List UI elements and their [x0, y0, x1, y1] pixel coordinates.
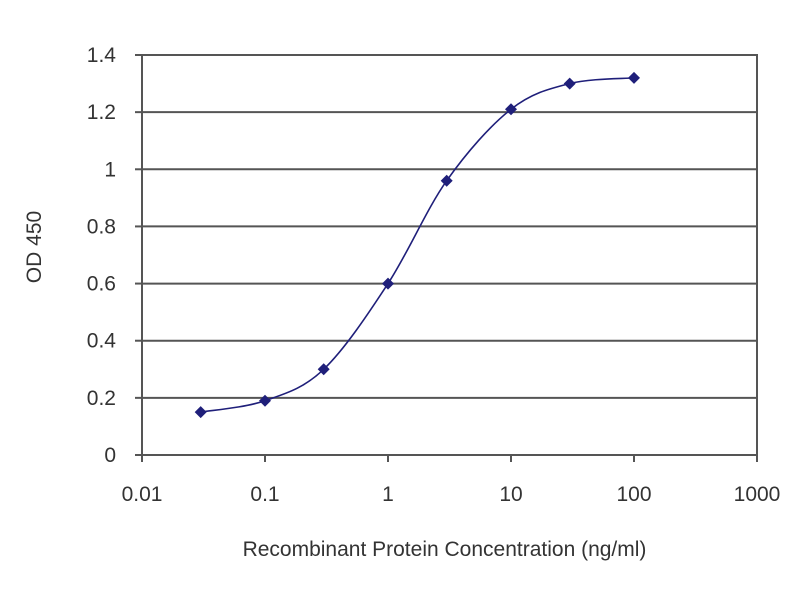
plot-area: [141, 54, 758, 456]
x-tick-label-5: 1000: [734, 483, 781, 506]
x-axis-title: Recombinant Protein Concentration (ng/ml…: [243, 538, 647, 561]
y-axis-ticks: 0 0.2 0.4 0.6 0.8 1 1.2 1.4: [87, 44, 142, 467]
data-point-3: [382, 277, 394, 290]
data-point-1: [259, 394, 271, 407]
y-tick-label-4: 0.8: [87, 215, 116, 238]
x-tick-label-0: 0.01: [122, 483, 163, 506]
x-tick-label-4: 100: [616, 483, 651, 506]
y-tick-label-2: 0.4: [87, 330, 117, 353]
y-tick-label-7: 1.4: [87, 44, 117, 67]
x-tick-label-1: 0.1: [250, 483, 279, 506]
grid-lines: [142, 111, 757, 399]
data-point-6: [563, 77, 576, 90]
y-tick-label-0: 0: [104, 444, 116, 467]
fit-curve: [200, 77, 635, 413]
y-tick-label-5: 1: [104, 158, 116, 181]
data-point-2: [317, 363, 330, 376]
data-points: [194, 71, 640, 419]
y-tick-label-6: 1.2: [87, 101, 116, 124]
y-tick-label-3: 0.6: [87, 273, 116, 296]
x-tick-label-2: 1: [382, 483, 394, 506]
y-axis-title: OD 450: [23, 211, 46, 283]
data-point-7: [628, 71, 640, 84]
data-point-5: [505, 103, 517, 116]
x-tick-label-3: 10: [499, 483, 522, 506]
data-point-0: [194, 406, 207, 419]
x-axis-ticks: 0.01 0.1 1 10 100 1000: [122, 455, 781, 506]
data-point-4: [440, 174, 453, 187]
y-tick-label-1: 0.2: [87, 387, 116, 410]
